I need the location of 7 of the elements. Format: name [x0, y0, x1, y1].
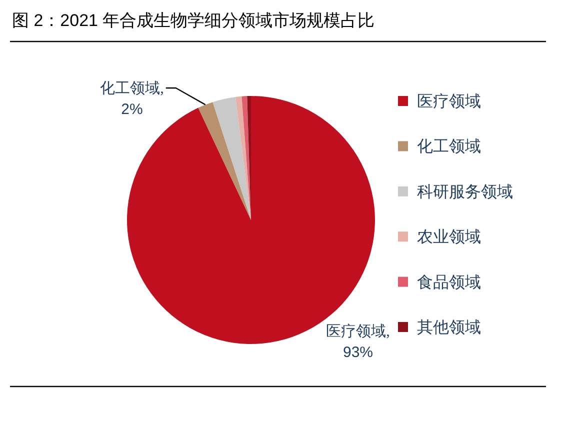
legend-label: 科研服务领域 — [417, 182, 513, 201]
legend-label: 化工领域 — [417, 138, 481, 156]
legend-label: 医疗领域 — [417, 92, 481, 110]
legend-label: 食品领域 — [417, 273, 481, 292]
legend-label: 农业领域 — [417, 228, 481, 246]
legend-label: 其他领域 — [417, 318, 481, 336]
chart-title: 图 2：2021 年合成生物学细分领域市场规模占比 — [12, 11, 375, 30]
